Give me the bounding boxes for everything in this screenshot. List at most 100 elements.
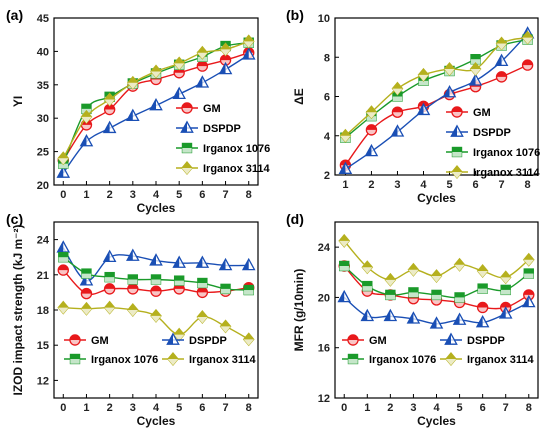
legend-entry: GM: [369, 335, 387, 347]
data-point-shade: [392, 88, 403, 95]
data-point-shade: [80, 135, 87, 146]
data-point-shade: [103, 251, 110, 262]
panel-label: (a): [6, 7, 23, 23]
data-point-shade: [197, 317, 208, 324]
data-point-shade: [495, 54, 502, 66]
y-tick-label: 8: [324, 52, 330, 64]
y-tick-label: 35: [37, 80, 49, 92]
data-point-shade: [243, 41, 254, 48]
data-point-shade: [430, 317, 437, 329]
y-axis-label: IZOD impact strength (kJ m⁻²): [11, 224, 25, 395]
data-point-shade: [385, 279, 396, 287]
y-tick-label: 6: [324, 92, 330, 104]
x-tick-label: 6: [199, 402, 205, 414]
data-point-shade: [470, 59, 481, 64]
x-tick-label: 3: [410, 402, 416, 414]
series-irganox-3114: [57, 300, 255, 347]
data-point-shade: [105, 288, 115, 294]
legend-entry: GM: [91, 335, 109, 347]
data-point-shade: [220, 288, 231, 294]
x-tick-label: 5: [176, 402, 182, 414]
legend-marker-shade: [167, 359, 179, 366]
legend-entry: Irganox 1076: [369, 354, 436, 366]
legend-marker-shade: [181, 121, 187, 133]
x-axis-label: Cycles: [417, 191, 456, 205]
data-point-shade: [220, 49, 231, 56]
legend-marker-shade: [182, 108, 192, 113]
data-point-shade: [58, 158, 69, 165]
data-point-shade: [127, 82, 139, 89]
x-tick-label: 4: [420, 179, 427, 191]
legend-marker-shade: [445, 359, 457, 366]
data-point-shade: [81, 308, 92, 316]
legend-marker-shade: [452, 152, 462, 157]
data-point-shade: [197, 292, 207, 297]
legend-marker-shade: [451, 172, 463, 179]
data-point-shade: [127, 249, 133, 261]
y-tick-label: 25: [37, 147, 49, 159]
data-point-shade: [365, 145, 372, 156]
legend-entry: DSPDP: [189, 335, 227, 347]
x-tick-label: 8: [246, 189, 252, 201]
x-tick-label: 6: [199, 189, 205, 201]
data-point-shade: [407, 312, 414, 323]
x-tick-label: 7: [222, 189, 228, 201]
data-point-shade: [431, 276, 442, 283]
x-tick-label: 0: [341, 402, 347, 414]
data-point-shade: [196, 256, 203, 268]
panel-2: (b)1 2 3 4 5 6 7 8246810CyclesΔEGMDSPDPIrganox …: [286, 7, 541, 205]
data-point-shade: [455, 302, 464, 307]
x-tick-label: 2: [107, 402, 113, 414]
data-point-shade: [197, 52, 208, 59]
y-tick-label: 15: [37, 340, 49, 352]
x-tick-label: 3: [130, 189, 136, 201]
data-point-shade: [219, 63, 226, 74]
data-point-shade: [478, 307, 488, 312]
data-point-shade: [454, 264, 465, 271]
panel-1: (a)0 1 2 3 4 5 6 7 8202530354045CyclesYIGMDSPDPI…: [6, 7, 271, 215]
data-point-shade: [150, 71, 162, 78]
data-point-shade: [432, 299, 441, 305]
data-point-shade: [58, 257, 68, 262]
data-point-shade: [197, 283, 208, 288]
y-axis-label: YI: [11, 96, 25, 107]
legend-entry: Irganox 1076: [203, 143, 270, 155]
x-tick-label: 7: [222, 402, 228, 414]
data-point-shade: [243, 259, 249, 270]
x-tick-label: 4: [153, 189, 160, 201]
data-point-shade: [496, 43, 507, 50]
data-point-shade: [454, 297, 465, 303]
data-point-shade: [127, 310, 139, 317]
data-point-shade: [105, 109, 115, 114]
data-point-shade: [471, 86, 480, 92]
x-tick-label: 8: [246, 402, 252, 414]
data-point-shade: [408, 269, 419, 276]
data-point-shade: [469, 74, 476, 85]
data-point-shade: [384, 310, 391, 321]
x-tick-label: 5: [446, 179, 452, 191]
x-tick-label: 6: [472, 179, 478, 191]
x-tick-label: 0: [60, 189, 66, 201]
series-dspdp: [56, 47, 256, 178]
data-point-shade: [196, 76, 203, 87]
legend-marker-shade: [181, 168, 193, 175]
y-tick-label: 4: [324, 131, 331, 143]
data-point-shade: [150, 99, 156, 110]
legend-entry: DSPDP: [473, 127, 511, 139]
data-point-shade: [477, 288, 488, 294]
data-point-shade: [476, 316, 483, 327]
y-tick-label: 40: [37, 46, 49, 58]
y-tick-label: 16: [318, 343, 330, 355]
data-point-shade: [367, 129, 376, 135]
series-irganox-3114: [57, 34, 255, 166]
y-tick-label: 30: [37, 113, 49, 125]
data-point-shade: [338, 291, 345, 302]
data-point-shade: [104, 307, 115, 314]
data-point-shade: [104, 99, 115, 106]
data-point-shade: [393, 112, 402, 117]
data-point-shade: [220, 326, 231, 333]
x-tick-label: 1: [342, 179, 348, 191]
y-tick-label: 20: [318, 292, 330, 304]
